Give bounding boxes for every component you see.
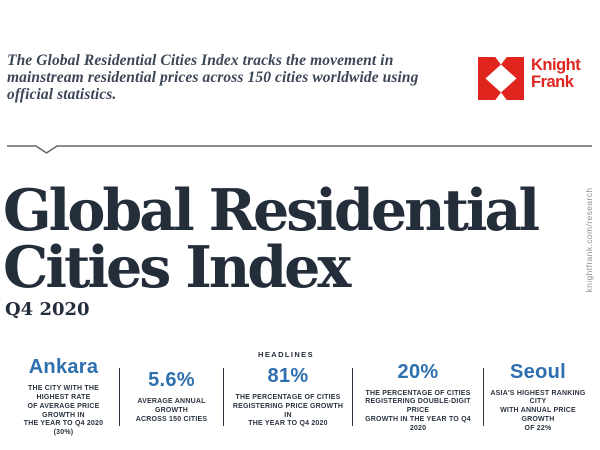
edition-label: Q4 2020	[5, 299, 90, 320]
intro-line: mainstream residential prices across 150…	[7, 69, 419, 87]
headline-desc-line: THE YEAR TO Q4 2020 (30%)	[23, 420, 104, 437]
headline-item-double-digit: 20% THE PERCENTAGE OF CITIES REGISTERING…	[353, 361, 484, 432]
headline-desc-line: OF 22%	[524, 424, 552, 432]
headline-desc-line: OF AVERAGE PRICE GROWTH IN	[27, 402, 100, 419]
headline-desc-line: GROWTH IN THE YEAR TO Q4 2020	[365, 415, 471, 432]
page-title-line: Global Residential	[3, 177, 540, 244]
research-url-link[interactable]: knightfrank.com/research	[584, 187, 594, 293]
intro-line: The Global Residential Cities Index trac…	[7, 52, 394, 69]
knight-frank-wordmark: Knight Frank	[531, 56, 581, 91]
logo-word-line: Frank	[531, 72, 574, 91]
headline-desc-line: REGISTERING DOUBLE-DIGIT PRICE	[365, 398, 471, 415]
headline-desc-line: THE PERCENTAGE OF CITIES	[365, 389, 471, 397]
page-title: Global Residential Cities Index	[3, 177, 540, 301]
headline-description: AVERAGE ANNUAL GROWTH ACROSS 150 CITIES	[125, 398, 218, 424]
headline-item-cities-growth: 81% THE PERCENTAGE OF CITIES REGISTERING…	[224, 364, 353, 429]
headline-item-average-growth: 5.6% AVERAGE ANNUAL GROWTH ACROSS 150 CI…	[120, 368, 224, 426]
headlines-label: HEADLINES	[258, 350, 314, 359]
headline-description: ASIA'S HIGHEST RANKING CITY WITH ANNUAL …	[489, 390, 587, 434]
headline-value: Ankara	[28, 356, 99, 379]
headline-desc-line: ASIA'S HIGHEST RANKING CITY	[490, 389, 586, 406]
logo-word-line: Knight	[531, 56, 581, 74]
knight-frank-logo-icon	[478, 57, 524, 100]
page-title-line: Cities Index	[3, 234, 351, 301]
headline-desc-line: AVERAGE ANNUAL GROWTH	[137, 398, 206, 415]
intro-paragraph: The Global Residential Cities Index trac…	[7, 52, 418, 104]
intro-line: official statistics.	[7, 86, 117, 104]
headline-description: THE CITY WITH THE HIGHEST RATE OF AVERAG…	[13, 385, 114, 438]
headlines-row: Ankara THE CITY WITH THE HIGHEST RATE OF…	[8, 356, 592, 436]
rule-with-chevron-icon	[7, 145, 592, 154]
headline-item-ankara: Ankara THE CITY WITH THE HIGHEST RATE OF…	[8, 356, 120, 436]
headline-desc-line: THE YEAR TO Q4 2020	[248, 420, 328, 428]
headline-value: 5.6%	[148, 369, 195, 392]
headline-item-seoul: Seoul ASIA'S HIGHEST RANKING CITY WITH A…	[484, 361, 592, 432]
headline-desc-line: THE CITY WITH THE HIGHEST RATE	[28, 385, 99, 401]
headline-value: Seoul	[510, 360, 566, 383]
headline-desc-line: THE PERCENTAGE OF CITIES	[235, 393, 341, 401]
headline-desc-line: REGISTERING PRICE GROWTH IN	[232, 402, 344, 419]
headline-description: THE PERCENTAGE OF CITIES REGISTERING DOU…	[358, 390, 478, 434]
headline-value: 20%	[397, 360, 439, 383]
headline-description: THE PERCENTAGE OF CITIES REGISTERING PRI…	[229, 394, 347, 429]
headline-desc-line: WITH ANNUAL PRICE GROWTH	[500, 407, 576, 423]
headline-desc-line: ACROSS 150 CITIES	[135, 415, 208, 423]
headline-value: 81%	[267, 364, 309, 387]
